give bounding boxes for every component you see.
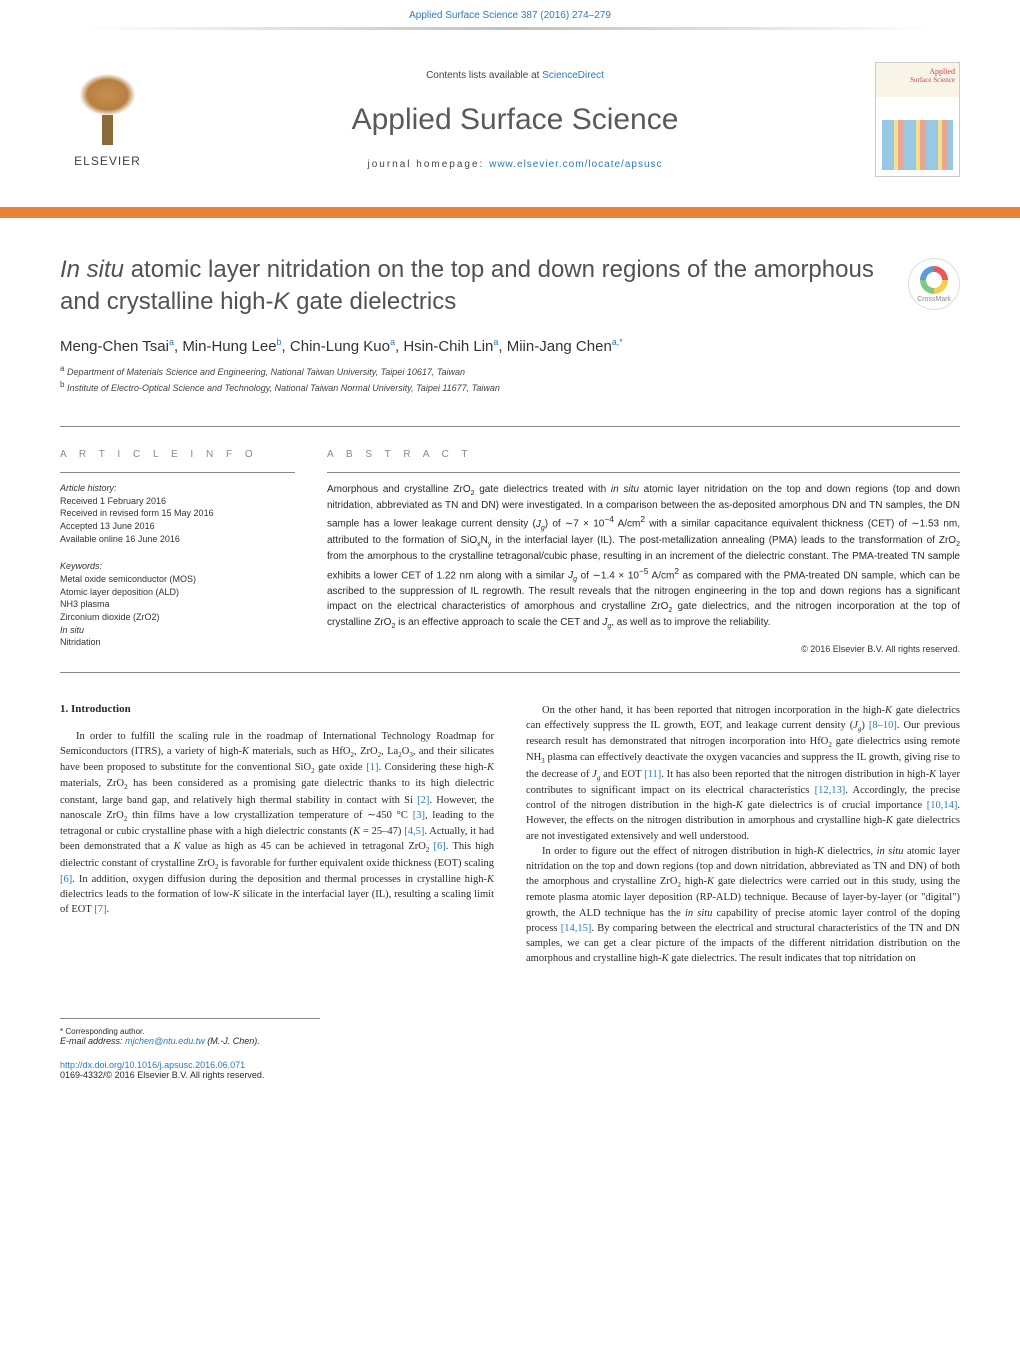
author-sup: a (493, 337, 498, 347)
affiliation: b Institute of Electro-Optical Science a… (60, 379, 960, 396)
corresponding-label: * Corresponding author. (60, 1027, 320, 1036)
crossmark-label: CrossMark (917, 296, 951, 303)
cover-graphic (882, 120, 953, 170)
keyword: Metal oxide semiconductor (MOS) (60, 573, 295, 586)
affil-text: Department of Materials Science and Engi… (67, 367, 465, 377)
affiliations: a Department of Materials Science and En… (60, 363, 960, 396)
affiliation: a Department of Materials Science and En… (60, 363, 960, 380)
title-k: K (273, 288, 289, 315)
copyright: © 2016 Elsevier B.V. All rights reserved… (327, 644, 960, 654)
abstract-text: Amorphous and crystalline ZrO2 gate diel… (327, 483, 960, 632)
elsevier-tree-icon (60, 65, 155, 150)
author-sup: a,* (612, 337, 623, 347)
email-label: E-mail address: (60, 1036, 125, 1046)
author: Meng-Chen Tsai (60, 338, 169, 355)
abstract-column: A B S T R A C T Amorphous and crystallin… (327, 449, 960, 654)
history-item: Received 1 February 2016 (60, 495, 295, 508)
publisher-name: ELSEVIER (60, 154, 155, 168)
keyword: Nitridation (60, 636, 295, 649)
email-who: (M.-J. Chen). (205, 1036, 260, 1046)
article-info-column: A R T I C L E I N F O Article history: R… (60, 449, 295, 654)
history-item: Received in revised form 15 May 2016 (60, 507, 295, 520)
author: Miin-Jang Chen (507, 338, 612, 355)
body-paragraph: In order to figure out the effect of nit… (526, 844, 960, 967)
journal-banner: ELSEVIER Contents lists available at Sci… (0, 42, 1020, 197)
history-item: Available online 16 June 2016 (60, 533, 295, 546)
publisher-logo: ELSEVIER (60, 65, 155, 175)
section-heading: 1. Introduction (60, 703, 494, 715)
contents-prefix: Contents lists available at (426, 70, 542, 81)
title-end: gate dielectrics (289, 288, 456, 315)
homepage-line: journal homepage: www.elsevier.com/locat… (155, 159, 875, 170)
author: Min-Hung Lee (182, 338, 276, 355)
homepage-url[interactable]: www.elsevier.com/locate/apsusc (489, 159, 662, 170)
body-divider (60, 672, 960, 673)
cover-title: Applied (880, 67, 955, 76)
keyword: In situ (60, 624, 295, 637)
crossmark-icon (920, 266, 948, 294)
cover-thumbnail: Applied Surface Science (875, 62, 960, 177)
keyword: Atomic layer deposition (ALD) (60, 586, 295, 599)
abstract-label: A B S T R A C T (327, 449, 960, 460)
cover-subtitle: Surface Science (880, 76, 955, 84)
author-sup: a (390, 337, 395, 347)
body-paragraph: In order to fulfill the scaling rule in … (60, 729, 494, 918)
affil-sup: a (60, 364, 64, 373)
body-column-left: 1. Introduction In order to fulfill the … (60, 703, 494, 1080)
keywords-head: Keywords: (60, 561, 295, 571)
author: Hsin-Chih Lin (403, 338, 493, 355)
email-link[interactable]: mjchen@ntu.edu.tw (125, 1036, 205, 1046)
keyword: Zirconium dioxide (ZrO2) (60, 611, 295, 624)
gradient-divider (0, 27, 1020, 30)
orange-divider (0, 207, 1020, 218)
citation-header: Applied Surface Science 387 (2016) 274–2… (0, 0, 1020, 27)
corresponding-footer: * Corresponding author. E-mail address: … (60, 1018, 320, 1046)
article-info-label: A R T I C L E I N F O (60, 449, 295, 460)
article-title: In situ atomic layer nitridation on the … (60, 254, 888, 319)
history-item: Accepted 13 June 2016 (60, 520, 295, 533)
doi-block: http://dx.doi.org/10.1016/j.apsusc.2016.… (60, 1060, 494, 1080)
keyword: NH3 plasma (60, 598, 295, 611)
keyword-insitu: In situ (60, 625, 84, 635)
homepage-label: journal homepage: (367, 159, 489, 170)
author: Chin-Lung Kuo (290, 338, 390, 355)
affil-text: Institute of Electro-Optical Science and… (67, 383, 500, 393)
body-column-right: On the other hand, it has been reported … (526, 703, 960, 1080)
body-paragraph: On the other hand, it has been reported … (526, 703, 960, 844)
sciencedirect-link[interactable]: ScienceDirect (542, 70, 604, 81)
journal-title: Applied Surface Science (155, 103, 875, 137)
crossmark-badge[interactable]: CrossMark (908, 258, 960, 310)
email-line: E-mail address: mjchen@ntu.edu.tw (M.-J.… (60, 1036, 320, 1046)
author-sup: b (277, 337, 282, 347)
doi-link[interactable]: http://dx.doi.org/10.1016/j.apsusc.2016.… (60, 1060, 494, 1070)
history-head: Article history: (60, 483, 295, 493)
affil-sup: b (60, 380, 64, 389)
author-sup: a (169, 337, 174, 347)
issn-line: 0169-4332/© 2016 Elsevier B.V. All right… (60, 1070, 494, 1080)
title-insitu: In situ (60, 256, 124, 283)
authors-line: Meng-Chen Tsaia, Min-Hung Leeb, Chin-Lun… (60, 337, 960, 355)
contents-line: Contents lists available at ScienceDirec… (155, 70, 875, 81)
title-mid: atomic layer nitridation on the top and … (60, 256, 874, 315)
